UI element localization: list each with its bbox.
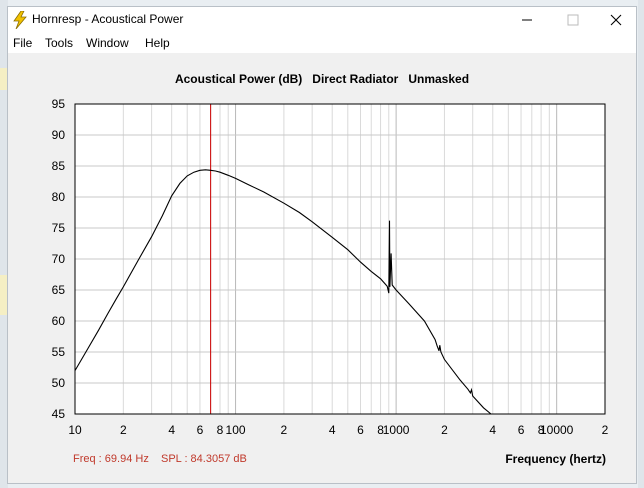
chart-title: Acoustical Power (dB) Direct Radiator Un… [174,72,470,86]
x-tick-label: 6 [518,423,525,437]
y-tick-label: 75 [52,221,66,235]
x-tick-label: 100 [226,423,246,437]
menu-tools[interactable]: Tools [45,36,74,50]
y-tick-label: 90 [52,128,66,142]
x-tick-label: 2 [602,423,609,437]
background-window-fragment [0,275,8,315]
frequency-readout: Freq : 69.94 Hz [73,453,149,465]
x-axis-title: Frequency (hertz) [505,452,606,466]
x-tick-label: 4 [489,423,496,437]
close-icon [610,14,622,26]
y-tick-label: 60 [52,314,66,328]
y-tick-label: 50 [52,376,66,390]
window-title: Hornresp - Acoustical Power [32,12,184,26]
x-tick-label: 1000 [383,423,410,437]
x-tick-label: 8 [538,423,545,437]
menu-bar: File Tools Window Help [8,33,636,53]
x-tick-label: 4 [329,423,336,437]
x-tick-label: 8 [217,423,224,437]
x-tick-label: 8 [377,423,384,437]
minimize-button[interactable] [504,7,550,33]
x-tick-label: 6 [357,423,364,437]
close-button[interactable] [596,7,636,33]
x-tick-label: 2 [441,423,448,437]
maximize-icon [567,14,579,26]
y-tick-label: 55 [52,345,66,359]
acoustical-power-curve [74,169,492,415]
x-tick-label: 2 [281,423,288,437]
plot-frame [74,103,606,415]
background-window-edge-left [0,0,8,488]
spl-readout: SPL : 84.3057 dB [161,453,247,465]
y-tick-label: 85 [52,159,66,173]
lightning-bolt-icon [13,11,27,29]
x-tick-label: 6 [197,423,204,437]
y-tick-label: 80 [52,190,66,204]
y-tick-label: 45 [52,407,66,421]
x-tick-label: 2 [120,423,127,437]
maximize-button[interactable] [550,7,596,33]
minimize-icon [522,19,532,21]
x-tick-label: 4 [168,423,175,437]
background-window-edge-right [638,0,644,488]
acoustical-power-chart[interactable]: Acoustical Power (dB) Direct Radiator Un… [8,53,636,485]
menu-file[interactable]: File [13,36,33,50]
hornresp-acoustical-power-window: Hornresp - Acoustical Power File Tools W… [7,6,637,484]
y-tick-label: 65 [52,283,66,297]
menu-help[interactable]: Help [145,36,170,50]
title-bar[interactable]: Hornresp - Acoustical Power [8,7,636,33]
x-tick-label: 10000 [540,423,574,437]
y-tick-label: 95 [52,97,66,111]
y-tick-label: 70 [52,252,66,266]
background-window-fragment [0,68,8,90]
x-tick-label: 10 [68,423,82,437]
menu-window[interactable]: Window [86,36,129,50]
